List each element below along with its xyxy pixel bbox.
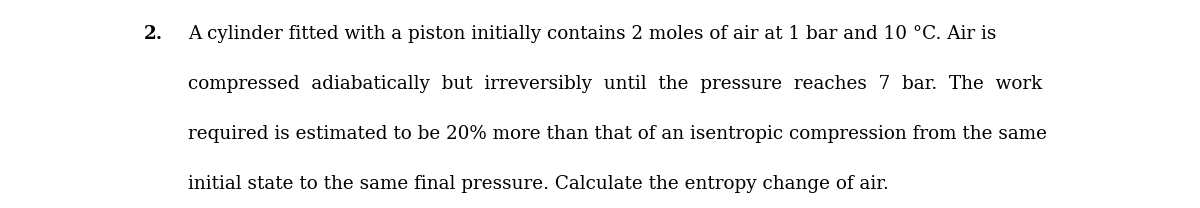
Text: initial state to the same final pressure. Calculate the entropy change of air.: initial state to the same final pressure…: [188, 175, 889, 193]
Text: A cylinder fitted with a piston initially contains 2 moles of air at 1 bar and 1: A cylinder fitted with a piston initiall…: [188, 25, 996, 43]
Text: 2.: 2.: [144, 25, 163, 43]
Text: required is estimated to be 20% more than that of an isentropic compression from: required is estimated to be 20% more tha…: [188, 125, 1046, 143]
Text: compressed  adiabatically  but  irreversibly  until  the  pressure  reaches  7  : compressed adiabatically but irreversibl…: [188, 75, 1042, 93]
